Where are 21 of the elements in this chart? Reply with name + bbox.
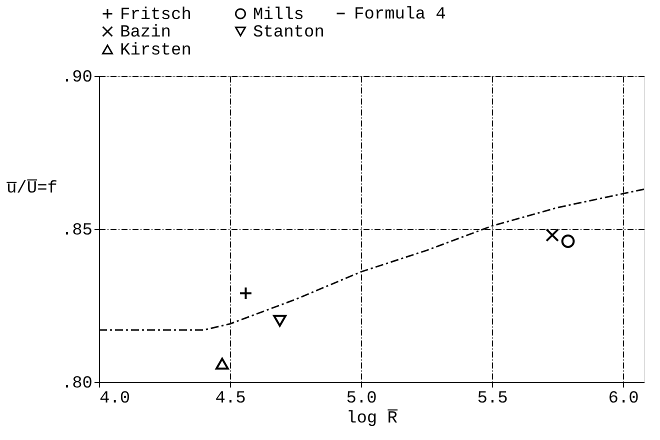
- legend-label: Kirsten: [120, 42, 192, 60]
- y-axis-title: u̅/U̅=f: [6, 178, 58, 198]
- x-axis-title: log R̅: [346, 408, 398, 428]
- legend-label: Mills: [253, 6, 304, 25]
- x-tick-label: 6.0: [608, 390, 639, 408]
- x-tick-label: 5.5: [477, 390, 508, 408]
- legend-label: Fritsch: [120, 6, 192, 25]
- point: [215, 358, 229, 370]
- legend-label: Stanton: [253, 24, 324, 42]
- y-tick-label: .85: [62, 222, 92, 240]
- y-tick-label: .90: [62, 68, 92, 88]
- point: [239, 286, 252, 300]
- x-tick-label: 4.0: [100, 390, 130, 408]
- point: [546, 228, 559, 242]
- y-tick-label: .80: [62, 374, 92, 394]
- x-tick-label: 5.0: [346, 390, 377, 408]
- legend-label: Bazin: [120, 24, 172, 42]
- legend-label: Formula 4: [354, 6, 446, 24]
- point: [273, 314, 286, 327]
- point: [561, 234, 575, 248]
- x-tick-label: 4.5: [215, 390, 246, 408]
